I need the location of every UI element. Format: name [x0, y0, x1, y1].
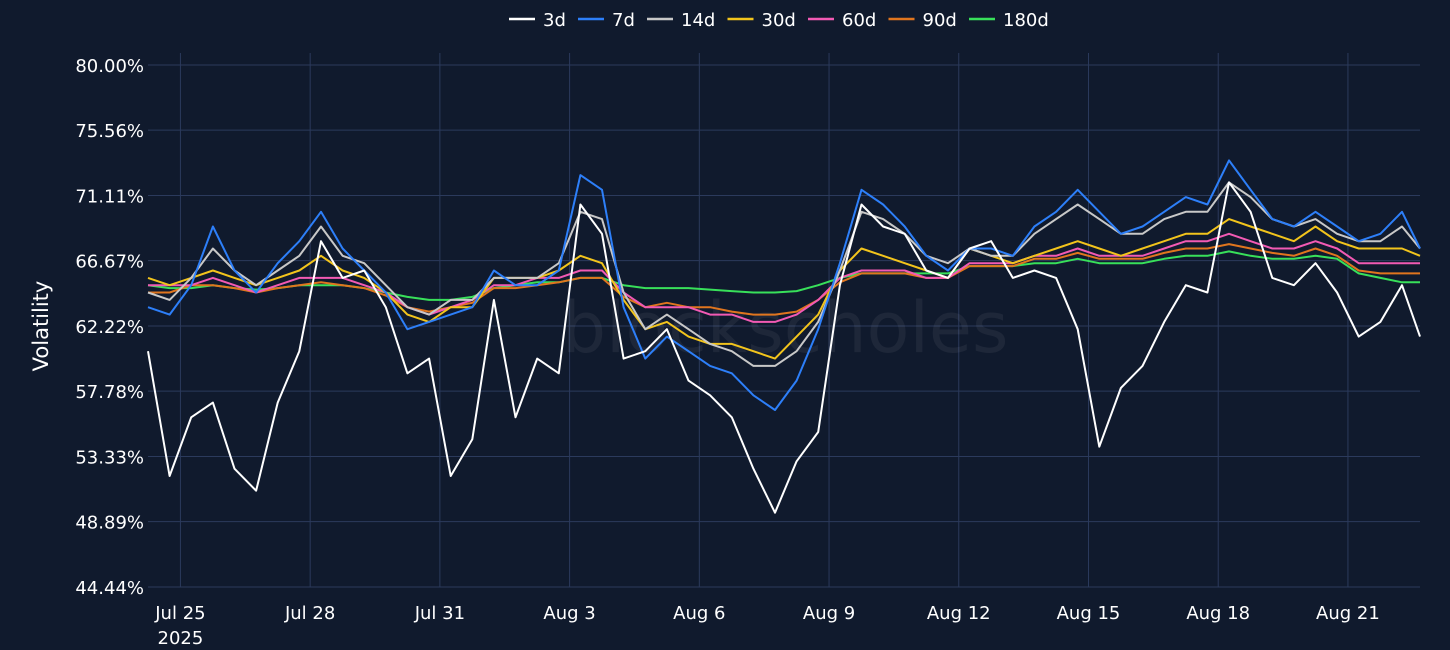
y-axis-title: Volatility [29, 281, 53, 372]
legend-label: 30d [762, 10, 796, 31]
x-tick-label: Aug 15 [1057, 603, 1121, 624]
series-line-7d [147, 159, 1421, 411]
x-tick-label: Jul 31 [414, 603, 465, 624]
legend-item-60d[interactable]: 60d [808, 10, 876, 31]
series-line-14d [147, 181, 1421, 367]
y-tick-label: 53.33% [75, 448, 144, 469]
y-tick-label: 44.44% [75, 578, 144, 599]
y-tick-label: 48.89% [75, 513, 144, 534]
legend-item-14d[interactable]: 14d [647, 10, 715, 31]
legend-label: 14d [681, 10, 715, 31]
legend-item-30d[interactable]: 30d [727, 10, 796, 31]
legend-item-90d[interactable]: 90d [888, 10, 957, 31]
x-tick-label: Aug 9 [803, 603, 855, 624]
legend-item-3d[interactable]: 3d [509, 10, 566, 31]
legend[interactable]: 3d 7d 14d 30d 60d 90d 180d [509, 10, 1049, 31]
y-tick-label: 66.67% [75, 252, 144, 273]
legend-label: 60d [842, 10, 876, 31]
series-line-180d [147, 250, 1420, 301]
x-tick-label: Aug 18 [1186, 603, 1250, 624]
series-line-90d [148, 243, 1420, 316]
y-tick-label: 80.00% [75, 56, 144, 77]
legend-label: 7d [612, 10, 635, 31]
series-lines [147, 159, 1421, 514]
x-tick-label: Aug 21 [1316, 603, 1380, 624]
series-line-3d [147, 181, 1421, 514]
y-axis-ticks: 80.00% 75.56% 71.11% 66.67% 62.22% 57.78% 53.3… [75, 56, 144, 599]
x-tick-label: Jul 28 [284, 603, 335, 624]
legend-label: 90d [923, 10, 957, 31]
legend-label: 3d [543, 10, 566, 31]
x-tick-label: Aug 3 [543, 603, 595, 624]
legend-item-180d[interactable]: 180d [969, 10, 1049, 31]
y-tick-label: 75.56% [75, 121, 144, 142]
x-tick-label: Aug 6 [673, 603, 725, 624]
x-tick-sublabel: 2025 [158, 628, 204, 649]
legend-item-7d[interactable]: 7d [578, 10, 635, 31]
series-line-30d [147, 218, 1421, 360]
y-tick-label: 71.11% [75, 187, 144, 208]
x-tick-label: Jul 25 [154, 603, 205, 624]
x-tick-label: Aug 12 [927, 603, 991, 624]
series-line-60d [148, 232, 1420, 323]
x-axis-ticks: Jul 25 2025 Jul 28 Jul 31 Aug 3 Aug 6 Aug 9 Aug… [154, 603, 1380, 649]
y-tick-label: 57.78% [75, 382, 144, 403]
legend-label: 180d [1003, 10, 1049, 31]
grid [148, 53, 1420, 588]
y-tick-label: 62.22% [75, 317, 144, 338]
